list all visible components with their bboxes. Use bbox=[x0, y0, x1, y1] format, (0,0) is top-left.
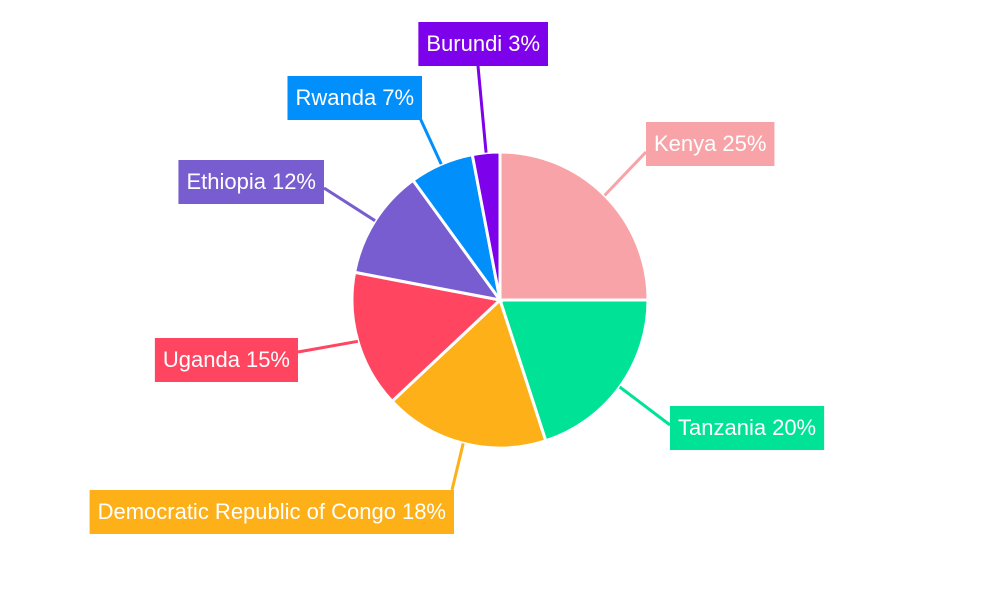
data-label: Ethiopia 12% bbox=[186, 169, 316, 194]
leader-line bbox=[618, 385, 671, 427]
leader-line bbox=[297, 339, 359, 354]
label-name: Burundi bbox=[426, 31, 502, 56]
label-name: Democratic Republic of Congo bbox=[98, 499, 396, 524]
data-label: Uganda 15% bbox=[163, 347, 290, 372]
leader-line bbox=[323, 186, 376, 222]
label-name: Rwanda bbox=[295, 85, 376, 110]
data-label: Democratic Republic of Congo 18% bbox=[98, 499, 446, 524]
label-name: Tanzania bbox=[678, 415, 767, 440]
label-box bbox=[646, 122, 775, 166]
label-value: 7% bbox=[382, 85, 414, 110]
leader-line bbox=[476, 65, 488, 153]
leader-line bbox=[418, 117, 443, 165]
label-value: 12% bbox=[272, 169, 316, 194]
data-label: Kenya 25% bbox=[654, 131, 766, 156]
label-name: Kenya bbox=[654, 131, 717, 156]
label-box bbox=[418, 22, 548, 66]
slices bbox=[350, 150, 650, 450]
data-label: Rwanda 7% bbox=[295, 85, 414, 110]
pie-slice bbox=[389, 297, 548, 450]
label-value: 3% bbox=[508, 31, 540, 56]
data-label: Tanzania 20% bbox=[678, 415, 816, 440]
label-value: 18% bbox=[402, 499, 446, 524]
data-label: Burundi 3% bbox=[426, 31, 540, 56]
label-box bbox=[154, 338, 298, 382]
label-value: 25% bbox=[722, 131, 766, 156]
leader-line bbox=[603, 150, 648, 197]
pie-slice bbox=[498, 150, 650, 302]
label-name: Uganda bbox=[163, 347, 241, 372]
leader-line bbox=[450, 443, 465, 491]
label-box bbox=[287, 76, 422, 120]
label-value: 20% bbox=[772, 415, 816, 440]
label-box bbox=[670, 406, 825, 450]
pie-slice bbox=[497, 298, 650, 443]
label-value: 15% bbox=[246, 347, 290, 372]
labels: Kenya 25% Tanzania 20% Democratic Republic o… bbox=[89, 22, 825, 534]
label-box bbox=[89, 490, 454, 534]
label-box bbox=[178, 160, 324, 204]
label-name: Ethiopia bbox=[186, 169, 266, 194]
